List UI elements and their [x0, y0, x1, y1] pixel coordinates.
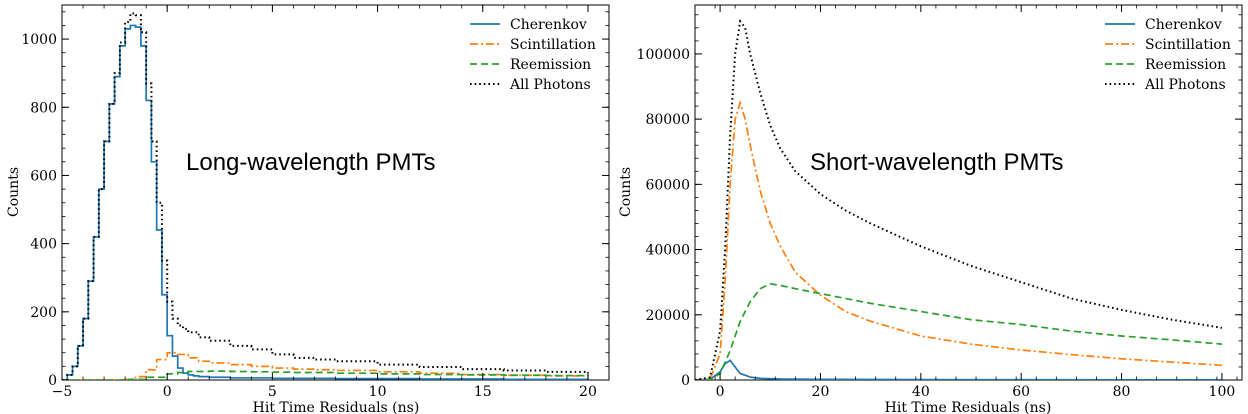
y-tick-label: 100000	[637, 47, 690, 63]
x-tick-label: 20	[812, 384, 830, 400]
y-axis-label: Counts	[6, 167, 22, 217]
series-line-all-photons	[695, 18, 1223, 380]
y-axis-label: Counts	[618, 167, 634, 217]
legend: Cherenkov Scintillation Reemission All Phot…	[1105, 17, 1231, 93]
y-tick-label: 40000	[645, 243, 690, 259]
chart-annotation: Short-wavelength PMTs	[810, 149, 1063, 176]
x-tick-label: 10	[369, 384, 387, 400]
x-tick-label: 80	[1113, 384, 1131, 400]
legend-label: Reemission	[510, 57, 591, 73]
x-axis-label: Hit Time Residuals (ns)	[885, 400, 1052, 414]
x-tick-label: 15	[474, 384, 492, 400]
y-tick-label: 1000	[21, 32, 57, 48]
chart-short-wavelength: 0 20 40 60 80 100020000400006000080000100000 …	[618, 4, 1243, 414]
x-tick-label: 100	[1209, 384, 1236, 400]
legend-label: All Photons	[1144, 77, 1226, 93]
y-tick-label: 400	[30, 237, 57, 253]
y-tick-label: 200	[30, 305, 57, 321]
legend-label: Cherenkov	[1145, 17, 1222, 33]
y-tick-label: 0	[48, 373, 57, 389]
series-line-all-photons	[62, 12, 589, 380]
legend-label: Scintillation	[1145, 37, 1231, 53]
legend-label: Scintillation	[510, 37, 596, 53]
x-tick-label: 60	[1012, 384, 1030, 400]
legend: Cherenkov Scintillation Reemission All Phot…	[470, 17, 596, 93]
x-tick-label: 0	[716, 384, 725, 400]
y-tick-label: 60000	[645, 177, 690, 193]
x-tick-label: 5	[268, 384, 277, 400]
legend-label: Reemission	[1145, 57, 1226, 73]
series-layer	[695, 18, 1223, 380]
y-tick-label: 80000	[645, 112, 690, 128]
y-tick-label: 600	[30, 168, 57, 184]
y-tick-label: 20000	[645, 308, 690, 324]
legend-label: All Photons	[509, 77, 591, 93]
series-line-scintillation	[62, 351, 589, 380]
x-axis-label: Hit Time Residuals (ns)	[253, 400, 420, 414]
ticks-layer: 0 20 40 60 80 100 0 20000 40000 60000 80000 100000	[637, 5, 1242, 400]
series-line-scintillation	[695, 99, 1222, 380]
x-tick-label: 0	[163, 384, 172, 400]
legend-label: Cherenkov	[510, 17, 587, 33]
y-tick-label: 0	[681, 373, 690, 389]
x-tick-label: −5	[52, 384, 73, 400]
x-tick-label: 40	[912, 384, 930, 400]
chart-annotation: Long-wavelength PMTs	[186, 149, 435, 176]
series-line-cherenkov	[695, 359, 1222, 380]
series-line-reemission	[695, 282, 1223, 380]
x-tick-label: 20	[579, 384, 597, 400]
y-tick-label: 800	[30, 100, 57, 116]
